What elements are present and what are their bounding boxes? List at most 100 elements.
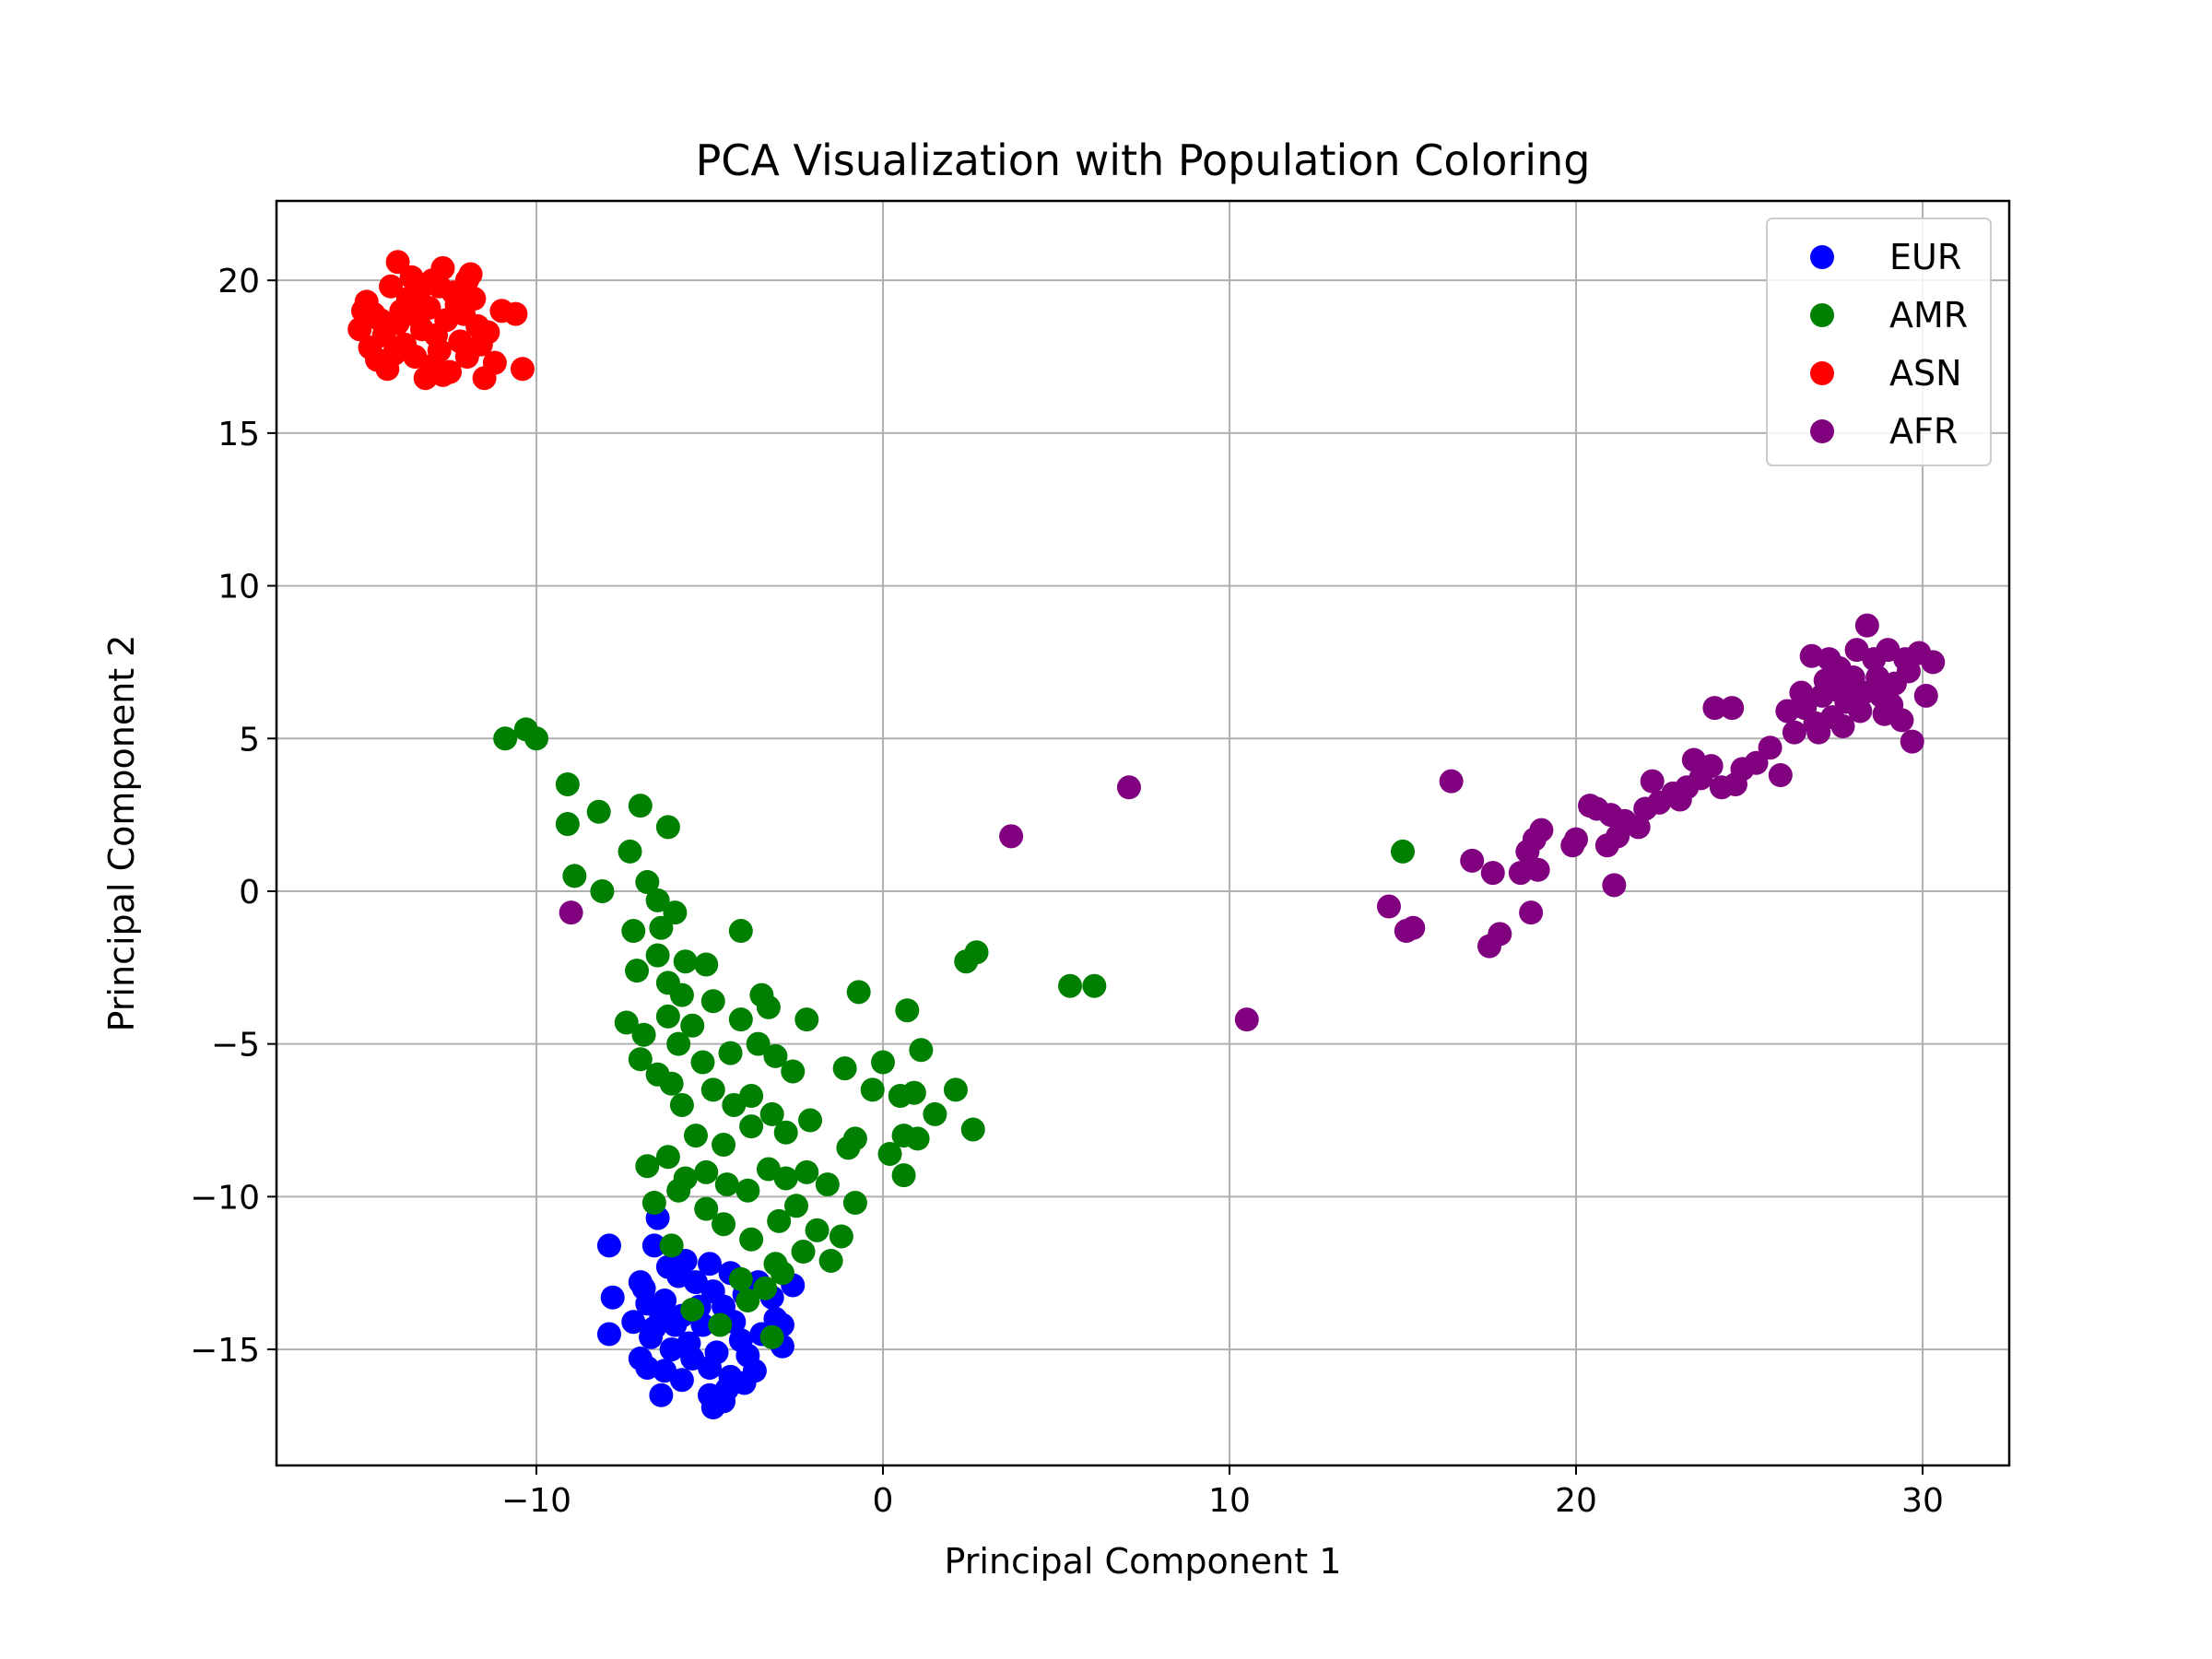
data-point-amr xyxy=(960,1117,985,1142)
data-point-amr xyxy=(621,919,646,944)
y-tick-label: 20 xyxy=(218,263,260,300)
data-point-amr xyxy=(655,1145,680,1170)
data-points xyxy=(347,250,1946,1420)
data-point-amr xyxy=(746,1031,771,1056)
data-point-amr xyxy=(739,1114,764,1139)
data-point-amr xyxy=(773,1166,798,1191)
data-point-amr xyxy=(669,1092,694,1117)
data-point-afr xyxy=(1702,696,1727,721)
data-point-asn xyxy=(385,250,410,275)
data-point-amr xyxy=(625,959,650,983)
data-point-afr xyxy=(1519,900,1544,925)
data-point-eur xyxy=(666,1264,691,1288)
legend-marker-asn xyxy=(1810,361,1834,385)
data-point-asn xyxy=(454,268,479,293)
data-point-afr xyxy=(1439,769,1464,794)
y-tick-label: 15 xyxy=(218,416,260,453)
data-point-amr xyxy=(781,1059,806,1084)
data-point-amr xyxy=(964,940,989,965)
data-point-afr xyxy=(1744,750,1769,775)
data-point-amr xyxy=(683,1124,708,1148)
legend-label-afr: AFR xyxy=(1889,411,1958,452)
data-point-amr xyxy=(694,952,719,977)
data-point-eur xyxy=(596,1233,621,1258)
data-point-amr xyxy=(763,1043,788,1068)
data-point-amr xyxy=(842,1126,867,1151)
data-point-afr xyxy=(1852,680,1877,705)
data-point-amr xyxy=(614,1010,639,1035)
data-point-asn xyxy=(462,287,487,312)
data-point-afr xyxy=(1782,720,1806,745)
series-amr xyxy=(493,717,1415,1349)
data-point-afr xyxy=(1803,711,1828,735)
data-point-eur xyxy=(698,1252,722,1277)
data-point-amr xyxy=(680,1297,705,1322)
data-point-afr xyxy=(1848,699,1873,724)
data-point-eur xyxy=(649,1382,674,1407)
data-point-amr xyxy=(728,1266,753,1291)
data-point-amr xyxy=(753,1276,778,1300)
data-point-afr xyxy=(559,900,583,925)
legend-box xyxy=(1766,218,1992,466)
data-point-asn xyxy=(430,362,455,387)
data-point-amr xyxy=(555,771,580,796)
data-point-afr xyxy=(1913,683,1938,708)
data-point-asn xyxy=(417,295,441,320)
data-point-afr xyxy=(1768,763,1793,788)
data-point-amr xyxy=(712,1212,736,1237)
data-point-amr xyxy=(784,1194,808,1218)
data-point-amr xyxy=(739,1227,764,1252)
data-point-eur xyxy=(714,1377,739,1402)
data-point-asn xyxy=(399,265,424,289)
data-point-amr xyxy=(493,726,518,751)
data-point-amr xyxy=(871,1050,895,1075)
data-point-amr xyxy=(562,864,587,888)
data-point-amr xyxy=(669,982,694,1007)
data-point-eur xyxy=(677,1331,701,1356)
data-point-amr xyxy=(700,989,725,1014)
data-point-amr xyxy=(590,878,615,903)
data-point-eur xyxy=(635,1355,660,1380)
data-point-afr xyxy=(1602,873,1627,898)
data-point-afr xyxy=(1854,613,1879,638)
data-point-afr xyxy=(1480,861,1505,886)
data-point-amr xyxy=(655,815,680,840)
data-point-amr xyxy=(680,1013,705,1038)
data-point-asn xyxy=(427,274,452,299)
data-point-amr xyxy=(767,1208,792,1233)
chart-title: PCA Visualization with Population Colori… xyxy=(696,135,1591,185)
data-point-eur xyxy=(698,1355,722,1380)
data-point-asn xyxy=(395,287,420,312)
data-point-amr xyxy=(708,1312,733,1337)
data-point-amr xyxy=(842,1190,867,1215)
data-point-afr xyxy=(1488,922,1512,947)
data-point-afr xyxy=(1564,827,1588,852)
data-point-eur xyxy=(621,1310,646,1335)
x-tick-label: 20 xyxy=(1555,1482,1597,1520)
data-point-amr xyxy=(690,1050,715,1075)
axis-ticks: −10 0 10 20 30 −15 −10 −5 0 5 10 15 20 xyxy=(190,263,1944,1520)
data-point-amr xyxy=(728,919,753,944)
data-point-afr xyxy=(1872,701,1897,726)
y-tick-label: −10 xyxy=(190,1179,260,1217)
data-point-eur xyxy=(631,1276,656,1300)
data-point-amr xyxy=(694,1196,719,1221)
data-point-asn xyxy=(510,357,535,382)
data-point-afr xyxy=(999,824,1024,849)
data-point-afr xyxy=(1529,818,1554,842)
data-point-asn xyxy=(385,311,410,335)
data-point-afr xyxy=(1401,915,1426,940)
data-point-amr xyxy=(794,1007,819,1032)
plot-area-frame xyxy=(275,199,2011,1467)
y-tick-label: 0 xyxy=(239,874,260,912)
data-point-asn xyxy=(347,317,372,342)
data-point-asn xyxy=(448,329,473,354)
data-point-eur xyxy=(735,1343,760,1368)
data-point-asn xyxy=(379,274,404,299)
data-point-amr xyxy=(1082,973,1107,998)
data-point-amr xyxy=(901,1080,926,1105)
data-point-asn xyxy=(503,301,528,326)
data-point-eur xyxy=(700,1279,725,1304)
